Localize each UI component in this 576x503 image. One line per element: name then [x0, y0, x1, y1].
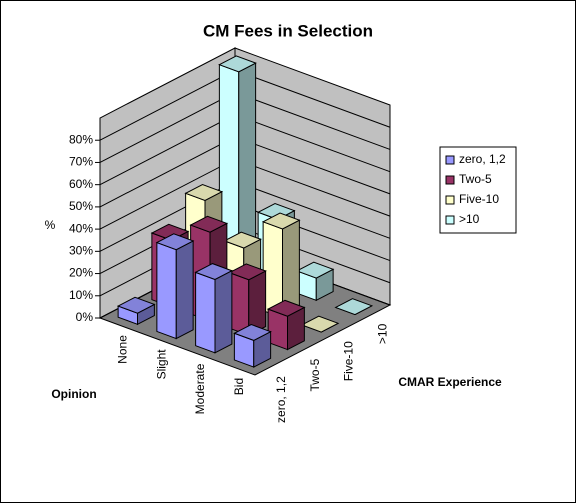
bar-top	[155, 233, 195, 251]
bar	[300, 315, 340, 333]
y-tick-label: 60%	[69, 177, 93, 191]
bar-side	[214, 269, 233, 354]
y-tick-label: 80%	[69, 132, 93, 146]
bar	[228, 263, 267, 337]
bar	[295, 261, 335, 302]
bar-top	[189, 215, 229, 233]
bar	[155, 233, 195, 340]
bar	[261, 212, 301, 319]
bar-top	[233, 323, 272, 341]
z-tick-label: >10	[375, 323, 389, 344]
bar	[266, 299, 306, 351]
bar-top	[218, 55, 257, 73]
bar-top	[334, 298, 374, 316]
bar	[194, 263, 234, 354]
z-axis-label: CMAR Experience	[398, 375, 502, 389]
bar-top	[300, 315, 340, 333]
z-tick-label: Five-10	[342, 341, 356, 381]
legend-label: >10	[459, 212, 480, 226]
bar-top	[228, 263, 267, 281]
bar-top	[116, 296, 156, 314]
x-tick-label: Slight	[154, 349, 168, 380]
legend-swatch	[445, 215, 455, 225]
legend-swatch	[445, 155, 455, 165]
bar-top	[266, 299, 306, 317]
y-tick-label: 0%	[76, 310, 94, 324]
legend-label: Two-5	[459, 172, 492, 186]
bar-top	[194, 263, 234, 281]
bar-top	[261, 212, 301, 230]
z-tick-label: Two-5	[308, 358, 322, 391]
bar-top	[184, 184, 224, 201]
chart-title: CM Fees in Selection	[203, 21, 373, 40]
x-tick-label: None	[116, 335, 130, 364]
y-tick-label: 50%	[69, 199, 93, 213]
x-axis-label: Opinion	[51, 387, 96, 401]
legend-label: Five-10	[459, 192, 499, 206]
bar	[116, 296, 156, 326]
y-tick-label: 40%	[69, 221, 93, 235]
y-tick-label: 70%	[69, 155, 93, 169]
bar-top	[223, 231, 262, 249]
legend-swatch	[445, 175, 455, 185]
bar-top	[256, 202, 296, 220]
y-tick-label: 20%	[69, 266, 93, 280]
legend-label: zero, 1,2	[459, 152, 506, 166]
bar	[233, 323, 272, 368]
bar	[218, 55, 257, 273]
bar	[334, 298, 374, 316]
bar-top	[295, 261, 335, 279]
bar-front	[156, 241, 177, 340]
bar-side	[175, 240, 194, 340]
z-tick-label: zero, 1,2	[274, 376, 288, 423]
y-tick-label: 30%	[69, 244, 93, 258]
y-tick-label: 10%	[69, 288, 93, 302]
y-axis-label: %	[45, 218, 56, 232]
x-tick-label: Bid	[232, 378, 246, 395]
x-tick-label: Moderate	[193, 363, 207, 414]
bar-top	[150, 223, 190, 241]
legend-swatch	[445, 195, 455, 205]
bar-front	[195, 271, 216, 354]
